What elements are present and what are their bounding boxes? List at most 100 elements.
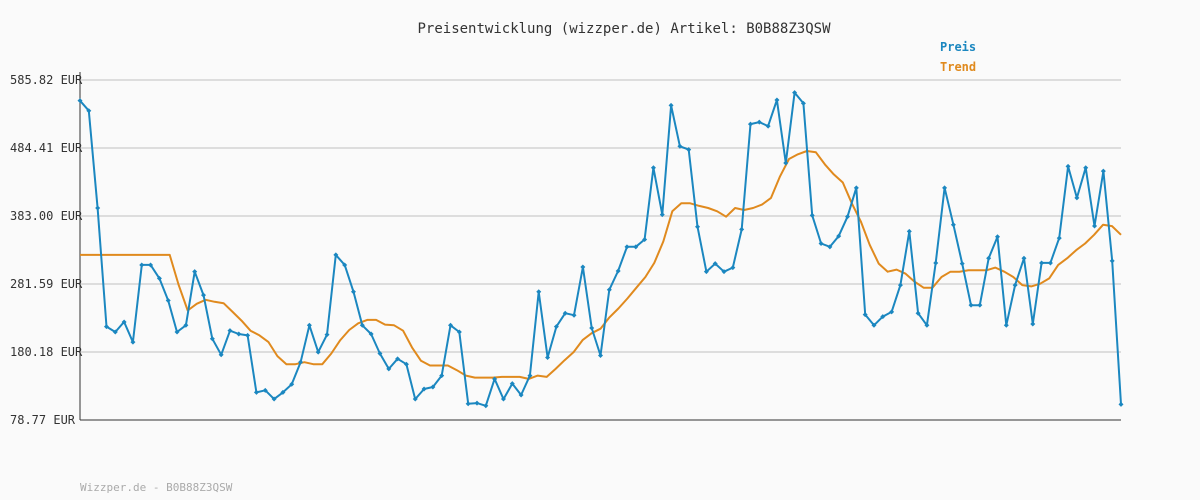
preis-point: [430, 384, 436, 390]
preis-point: [959, 261, 965, 267]
preis-point: [289, 381, 295, 387]
preis-point: [192, 269, 198, 275]
preis-point: [950, 222, 956, 228]
preis-point: [589, 325, 595, 331]
preis-point: [86, 108, 92, 114]
preis-point: [324, 332, 330, 338]
preis-point: [915, 310, 921, 316]
preis-point: [924, 322, 930, 328]
axes: [79, 72, 1121, 421]
preis-point: [527, 373, 533, 379]
preis-point: [148, 262, 154, 268]
preis-point: [809, 212, 815, 218]
preis-point: [359, 322, 365, 328]
preis-point: [421, 386, 427, 392]
preis-point: [509, 381, 515, 387]
preis-point: [642, 236, 648, 242]
preis-point: [95, 205, 101, 211]
preis-point: [686, 147, 692, 153]
chart-title: Preisentwicklung (wizzper.de) Artikel: B…: [417, 21, 831, 37]
preis-point: [377, 350, 383, 356]
preis-point: [1056, 235, 1062, 241]
preis-point: [977, 302, 983, 308]
preis-point: [783, 160, 789, 166]
preis-point: [774, 97, 780, 103]
preis-point: [836, 233, 842, 239]
preis-point: [448, 322, 454, 328]
preis-point: [765, 123, 771, 129]
preis-point: [853, 185, 859, 191]
preis-point: [880, 314, 886, 320]
preis-point: [1003, 322, 1009, 328]
preis-point: [659, 212, 665, 218]
preis-point: [342, 262, 348, 268]
preis-point: [1100, 168, 1106, 174]
preis-point: [500, 396, 506, 402]
legend-preis-label: Preis: [940, 40, 976, 54]
preis-point: [271, 396, 277, 402]
preis-point: [703, 269, 709, 275]
preis-point: [871, 322, 877, 328]
preis-point: [994, 234, 1000, 240]
y-tick-label: 484.41 EUR: [10, 141, 83, 155]
preis-point: [439, 373, 445, 379]
preis-point: [545, 354, 551, 360]
legend-trend-label: Trend: [940, 60, 976, 74]
preis-point: [906, 228, 912, 234]
preis-point: [456, 329, 462, 335]
preis-point: [1083, 165, 1089, 171]
preis-point: [1109, 258, 1115, 264]
y-tick-label: 281.59 EUR: [10, 277, 83, 291]
preis-point: [1021, 255, 1027, 261]
preis-point: [368, 331, 374, 337]
preis-point: [1065, 163, 1071, 169]
preis-point: [598, 352, 603, 358]
preis-point: [562, 310, 568, 316]
preis-point: [1118, 401, 1124, 407]
preis-point: [386, 366, 392, 372]
preis-point: [156, 275, 162, 281]
preis-point: [483, 403, 489, 409]
gridlines: [80, 79, 1121, 353]
preis-point: [465, 401, 471, 407]
preis-point: [280, 389, 286, 395]
preis-point: [77, 98, 83, 104]
preis-point: [756, 119, 762, 125]
trend-series: [80, 150, 1122, 380]
preis-point: [201, 292, 207, 298]
preis-point: [933, 260, 939, 266]
preis-point: [739, 226, 745, 232]
preis-point: [536, 289, 542, 295]
preis-point: [650, 165, 656, 171]
preis-point: [897, 282, 903, 288]
trend-line: [80, 150, 1122, 380]
preis-point: [403, 361, 409, 367]
preis-point: [606, 287, 612, 293]
preis-point: [474, 400, 480, 406]
preis-point: [183, 322, 189, 328]
preis-point: [139, 262, 145, 268]
preis-point: [862, 312, 868, 318]
preis-point: [227, 328, 233, 334]
preis-point: [1012, 282, 1018, 288]
preis-point: [580, 264, 586, 270]
preis-point: [845, 214, 851, 220]
preis-point: [262, 387, 268, 393]
preis-point: [350, 289, 356, 295]
preis-point: [236, 331, 242, 337]
y-tick-label: 180.18 EUR: [10, 345, 83, 359]
preis-point: [889, 309, 895, 315]
preis-point: [721, 269, 727, 275]
preis-point: [668, 102, 674, 108]
preis-point: [395, 356, 401, 362]
preis-point: [253, 389, 259, 395]
footer-credit: Wizzper.de - B0B88Z3QSW: [80, 481, 233, 494]
preis-point: [792, 90, 798, 96]
preis-point: [518, 392, 524, 398]
preis-point: [218, 352, 224, 358]
preis-point: [624, 244, 630, 250]
preis-point: [1047, 260, 1053, 266]
preis-point: [730, 265, 736, 271]
preis-point: [1074, 195, 1080, 201]
preis-point: [103, 324, 109, 330]
